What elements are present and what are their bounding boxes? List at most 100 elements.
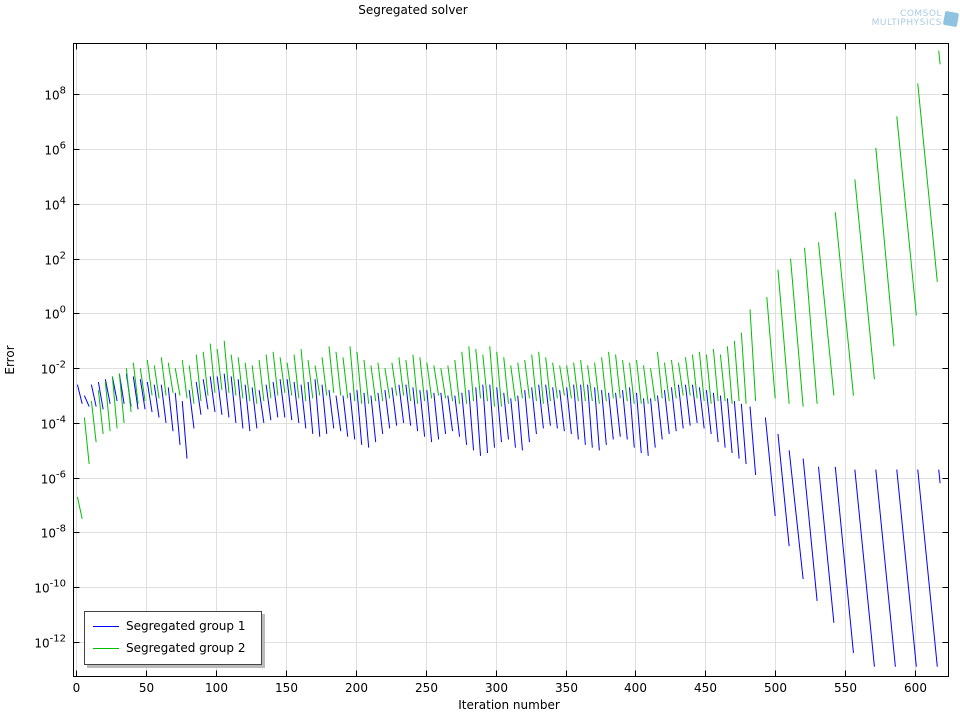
- data-segment: [328, 390, 335, 429]
- data-segment: [209, 343, 216, 393]
- data-segment: [167, 362, 174, 393]
- data-segment: [342, 357, 349, 399]
- data-segment: [76, 496, 83, 519]
- data-segment: [804, 247, 818, 404]
- data-segment: [328, 346, 335, 393]
- data-segment: [573, 362, 579, 402]
- data-segment: [433, 365, 440, 396]
- data-segment: [559, 365, 565, 396]
- data-segment: [356, 390, 363, 445]
- data-segment: [272, 351, 279, 396]
- data-segment: [377, 362, 384, 402]
- data-segment: [517, 362, 523, 399]
- data-segment: [384, 368, 391, 399]
- data-segment: [314, 365, 321, 396]
- data-segment: [587, 365, 593, 402]
- data-segment: [629, 387, 635, 448]
- data-segment: [279, 357, 286, 393]
- data-segment: [740, 332, 747, 404]
- data-segment: [216, 376, 223, 415]
- data-segment: [531, 387, 537, 434]
- data-segment: [517, 395, 523, 451]
- data-segment: [160, 384, 167, 424]
- data-segment: [854, 179, 875, 380]
- data-segment: [719, 395, 726, 448]
- y-tick-label: 10-6: [41, 470, 66, 487]
- data-segment: [552, 362, 558, 399]
- data-segment: [489, 384, 496, 448]
- data-segment: [321, 357, 328, 396]
- series-lines: [76, 50, 941, 667]
- data-segment: [237, 357, 244, 399]
- data-segment: [896, 469, 917, 667]
- data-segment: [321, 384, 328, 434]
- data-segment: [132, 376, 139, 410]
- data-segment: [265, 354, 272, 399]
- data-segment: [146, 359, 153, 396]
- ticks: 0 50 100 150 200 250 300 350 400 450 500 550 600 10-1…: [34, 43, 949, 695]
- data-segment: [510, 398, 516, 448]
- data-segment: [181, 359, 188, 399]
- data-segment: [398, 384, 405, 424]
- data-segment: [475, 349, 482, 399]
- data-segment: [566, 365, 572, 399]
- data-segment: [608, 392, 614, 440]
- data-segment: [496, 387, 502, 443]
- data-segment: [412, 354, 419, 404]
- data-segment: [594, 362, 600, 404]
- data-segment: [398, 357, 405, 396]
- data-segment: [726, 346, 733, 404]
- data-segment: [594, 387, 600, 451]
- x-tick-label: 350: [555, 681, 578, 695]
- x-tick-label: 300: [485, 681, 508, 695]
- data-segment: [705, 390, 712, 434]
- data-segment: [818, 466, 835, 623]
- y-axis-label: Error: [3, 345, 17, 374]
- data-segment: [356, 351, 363, 404]
- data-segment: [917, 83, 938, 283]
- data-segment: [622, 390, 628, 440]
- data-segment: [629, 362, 635, 404]
- data-segment: [601, 390, 607, 445]
- data-segment: [335, 395, 342, 432]
- data-segment: [279, 379, 286, 418]
- data-segment: [153, 365, 160, 399]
- data-segment: [202, 351, 209, 396]
- data-segment: [293, 381, 300, 424]
- data-segment: [111, 376, 118, 429]
- data-segment: [237, 379, 244, 429]
- data-segment: [188, 390, 195, 429]
- x-tick-label: 450: [694, 681, 717, 695]
- data-segment: [419, 357, 426, 402]
- data-segment: [391, 362, 398, 396]
- logo-line-2: MULTIPHYSICS: [871, 18, 942, 28]
- data-segment: [160, 357, 167, 396]
- data-segment: [230, 376, 237, 424]
- data-segment: [766, 296, 776, 399]
- data-segment: [834, 466, 854, 654]
- legend-item-group-2: Segregated group 2: [93, 640, 245, 656]
- data-segment: [426, 362, 433, 399]
- data-segment: [244, 362, 251, 402]
- data-segment: [461, 351, 468, 404]
- data-segment: [195, 354, 202, 402]
- data-segment: [405, 359, 412, 402]
- data-segment: [684, 357, 691, 396]
- data-segment: [601, 357, 607, 402]
- y-tick-label: 108: [44, 86, 66, 103]
- data-segment: [663, 390, 670, 434]
- data-segment: [195, 381, 202, 415]
- data-segment: [307, 381, 314, 434]
- x-tick-label: 600: [904, 681, 927, 695]
- data-segment: [125, 368, 132, 413]
- legend-swatch-green: [93, 647, 119, 649]
- data-segment: [209, 376, 216, 413]
- data-segment: [670, 387, 677, 432]
- data-segment: [251, 387, 258, 429]
- data-segment: [83, 417, 90, 465]
- data-segment: [489, 346, 496, 407]
- x-tick-label: 150: [275, 681, 298, 695]
- data-segment: [314, 379, 321, 437]
- series-2: [76, 50, 941, 519]
